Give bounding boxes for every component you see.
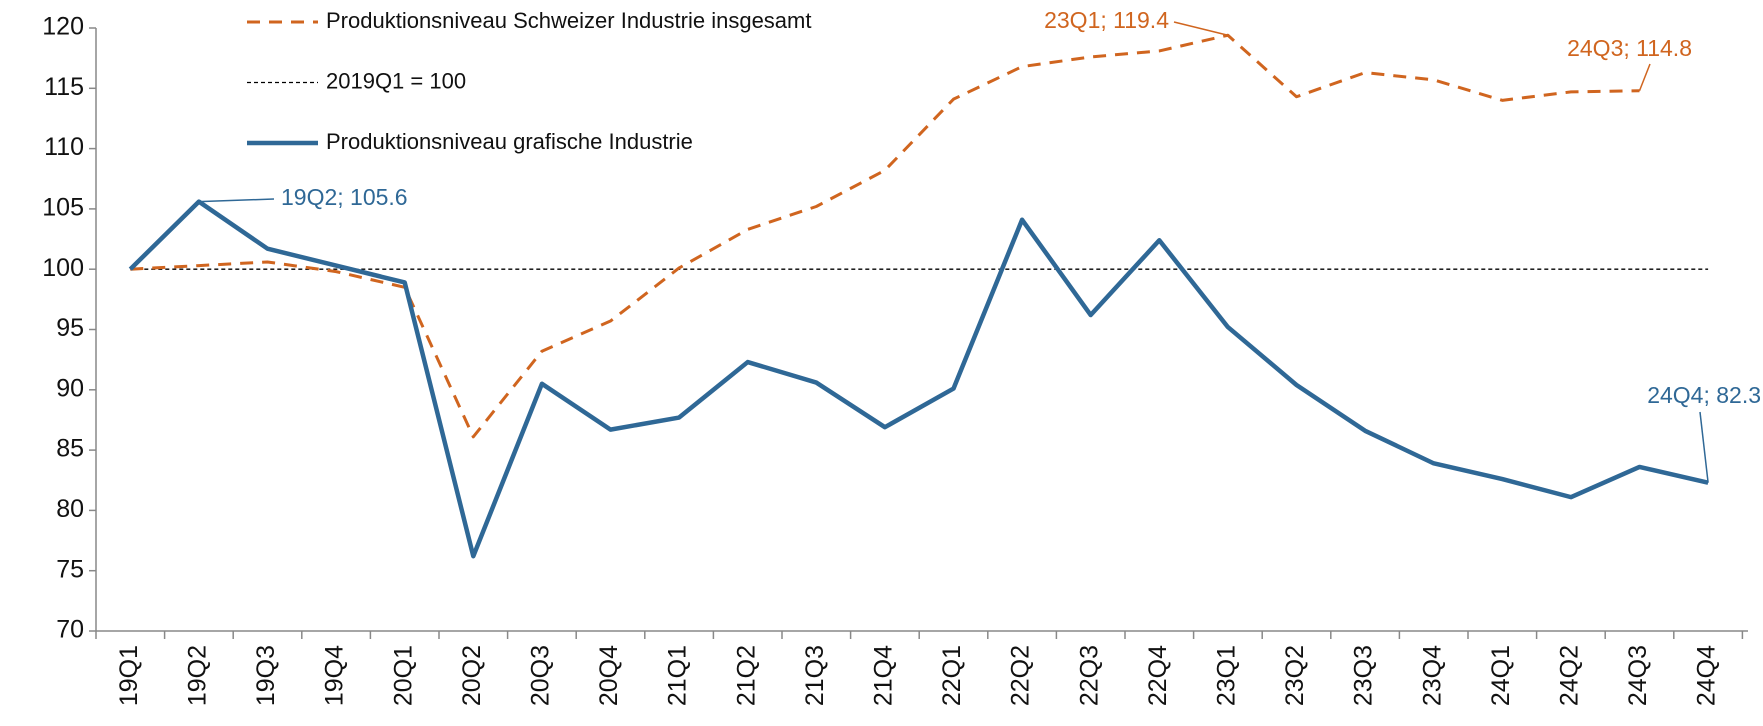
legend-label: Produktionsniveau Schweizer Industrie in… xyxy=(326,8,811,33)
y-tick-label: 110 xyxy=(44,133,84,161)
y-tick-label: 70 xyxy=(56,616,84,644)
x-tick-label: 22Q3 xyxy=(1075,645,1103,706)
y-tick-label: 85 xyxy=(56,435,84,463)
y-tick-label: 115 xyxy=(44,73,84,101)
annotation: 24Q3; 114.8 xyxy=(1567,35,1692,61)
x-tick-label: 19Q2 xyxy=(184,645,212,706)
x-tick-label: 23Q4 xyxy=(1418,645,1446,706)
x-tick-label: 21Q1 xyxy=(664,645,692,706)
annotation: 24Q4; 82.3 xyxy=(1647,382,1761,408)
x-tick-label: 21Q2 xyxy=(732,645,760,706)
x-tick-label: 20Q3 xyxy=(527,645,555,706)
series-line xyxy=(128,199,1709,559)
annotation-leader xyxy=(1638,63,1651,91)
x-tick-label: 24Q3 xyxy=(1624,645,1652,706)
x-tick-label: 20Q1 xyxy=(389,645,417,706)
x-tick-label: 23Q2 xyxy=(1281,645,1309,706)
annotation-leader xyxy=(198,198,275,203)
x-tick-label: 21Q3 xyxy=(801,645,829,706)
x-tick-label: 22Q4 xyxy=(1144,645,1172,706)
x-tick-label: 23Q1 xyxy=(1213,645,1241,706)
x-tick-label: 24Q1 xyxy=(1487,645,1515,706)
y-tick-label: 75 xyxy=(56,555,84,583)
x-tick-label: 19Q3 xyxy=(252,645,280,706)
x-tick-label: 22Q2 xyxy=(1007,645,1035,706)
x-tick-label: 22Q1 xyxy=(938,645,966,706)
legend-label: 2019Q1 = 100 xyxy=(326,68,466,93)
y-tick-label: 105 xyxy=(42,194,84,222)
annotation-leader xyxy=(1173,21,1229,36)
legend-label: Produktionsniveau grafische Industrie xyxy=(326,129,693,154)
x-tick-label: 24Q2 xyxy=(1556,645,1584,706)
x-tick-label: 19Q1 xyxy=(115,645,143,706)
x-tick-label: 24Q4 xyxy=(1693,645,1721,706)
annotation: 19Q2; 105.6 xyxy=(281,184,408,210)
series-line xyxy=(130,33,1640,439)
y-tick-label: 120 xyxy=(42,13,84,41)
annotation: 23Q1; 119.4 xyxy=(1044,7,1169,33)
y-tick-label: 95 xyxy=(56,314,84,342)
annotation-leader xyxy=(1699,411,1709,483)
y-tick-label: 90 xyxy=(56,374,84,402)
y-tick-label: 100 xyxy=(42,254,84,282)
x-tick-label: 23Q3 xyxy=(1350,645,1378,706)
x-tick-label: 20Q2 xyxy=(458,645,486,706)
x-tick-label: 21Q4 xyxy=(870,645,898,706)
x-tick-label: 19Q4 xyxy=(321,645,349,706)
y-tick-label: 80 xyxy=(56,495,84,523)
x-tick-label: 20Q4 xyxy=(595,645,623,706)
